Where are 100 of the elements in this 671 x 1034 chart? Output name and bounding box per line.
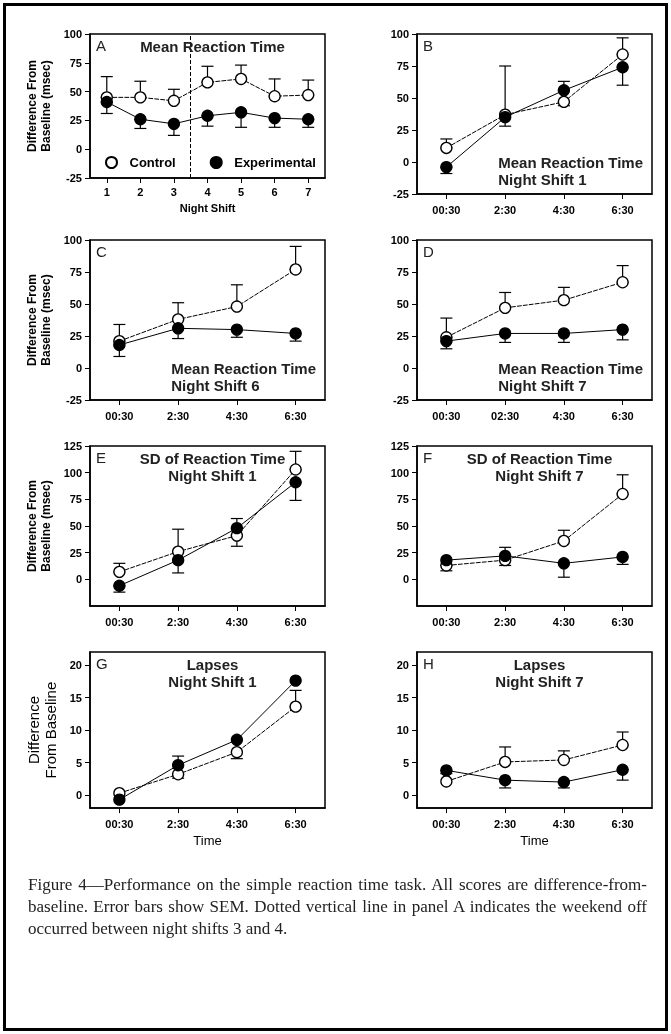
x-tick-label: 4:30 bbox=[552, 203, 575, 216]
text: Night Shift 7 bbox=[495, 673, 584, 690]
y-tick-label: 25 bbox=[69, 546, 82, 559]
y-axis-title: Difference From Baseline (msec) bbox=[24, 479, 53, 573]
x-tick-label: 2:30 bbox=[167, 615, 190, 628]
text: Night Shift 7 bbox=[498, 377, 587, 394]
x-tick-label: 3 bbox=[170, 185, 177, 198]
y-axis-title: Difference From Baseline (msec) bbox=[24, 273, 53, 367]
annotation: F bbox=[423, 449, 433, 466]
text: Mean Reaction Time bbox=[498, 154, 643, 171]
x-tick-label: 6:30 bbox=[611, 203, 634, 216]
y-tick-label: 100 bbox=[390, 28, 409, 40]
annotation: D bbox=[423, 243, 434, 260]
x-tick-label: 5 bbox=[238, 185, 245, 198]
point bbox=[234, 106, 248, 119]
point bbox=[557, 95, 571, 108]
x-tick-label: 00:30 bbox=[105, 615, 134, 628]
point bbox=[440, 775, 453, 788]
point bbox=[440, 764, 453, 777]
y-axis-title: Difference From Baseline bbox=[24, 681, 59, 779]
x-tick-label: 7 bbox=[305, 185, 312, 198]
point bbox=[616, 763, 629, 776]
y-tick-label: 50 bbox=[69, 520, 82, 532]
y-tick-label: 5 bbox=[75, 756, 82, 769]
point bbox=[113, 579, 126, 592]
y-tick-label: 10 bbox=[396, 724, 409, 737]
point bbox=[302, 88, 315, 102]
point bbox=[289, 476, 302, 489]
x-axis-title: Night Shift bbox=[179, 201, 236, 214]
y-tick-label: -25 bbox=[393, 188, 409, 200]
annotation: C bbox=[96, 243, 107, 260]
point bbox=[167, 117, 181, 130]
point bbox=[234, 72, 248, 86]
point bbox=[113, 793, 126, 806]
y-tick-label: 0 bbox=[402, 789, 409, 802]
point bbox=[230, 300, 244, 313]
x-tick-label: 2:30 bbox=[494, 203, 517, 216]
x-tick-label: 00:30 bbox=[432, 817, 461, 830]
x-tick-label: 6:30 bbox=[284, 409, 307, 422]
annotation: E bbox=[96, 449, 107, 466]
annotation: A bbox=[96, 37, 107, 54]
y-tick-label: 50 bbox=[396, 92, 409, 104]
point bbox=[498, 301, 512, 314]
point bbox=[268, 90, 281, 103]
x-axis-title: Time bbox=[520, 833, 549, 848]
y-tick-label: 75 bbox=[69, 266, 82, 278]
point bbox=[440, 141, 453, 155]
x-tick-label: 4:30 bbox=[225, 409, 248, 422]
annotation: H bbox=[423, 655, 434, 672]
x-tick-label: 4:30 bbox=[552, 817, 575, 830]
y-tick-label: 75 bbox=[69, 493, 82, 506]
point bbox=[289, 674, 302, 687]
x-tick-label: 2 bbox=[137, 185, 144, 198]
x-tick-label: 1 bbox=[103, 185, 110, 198]
chart-title: Lapses bbox=[186, 656, 239, 673]
point bbox=[134, 113, 147, 126]
x-tick-label: 2:30 bbox=[167, 409, 190, 422]
y-tick-label: 0 bbox=[402, 573, 409, 586]
point bbox=[134, 91, 147, 104]
x-tick-label: 4:30 bbox=[225, 615, 248, 628]
chart-title: SD of Reaction Time bbox=[466, 450, 613, 467]
y-tick-label: 15 bbox=[69, 691, 82, 704]
point bbox=[616, 276, 629, 289]
y-tick-label: -25 bbox=[66, 394, 82, 406]
y-tick-label: 100 bbox=[390, 466, 409, 479]
x-tick-label: 6 bbox=[271, 185, 278, 198]
x-axis-title: Time bbox=[193, 833, 222, 848]
chart-title: Mean Reaction Time bbox=[140, 38, 285, 55]
x-tick-label: 6:30 bbox=[611, 615, 634, 628]
y-tick-label: 25 bbox=[69, 114, 82, 127]
y-tick-label: 15 bbox=[396, 691, 409, 704]
legend-label: Experimental bbox=[234, 155, 316, 170]
point bbox=[171, 759, 185, 772]
point bbox=[616, 487, 629, 501]
point bbox=[498, 755, 512, 769]
x-tick-label: 2:30 bbox=[494, 817, 517, 830]
x-tick-label: 00:30 bbox=[432, 409, 461, 422]
point bbox=[440, 160, 453, 174]
x-tick-label: 00:30 bbox=[432, 615, 461, 628]
x-tick-label: 6:30 bbox=[284, 817, 307, 830]
point bbox=[440, 553, 453, 567]
point bbox=[498, 327, 512, 340]
y-tick-label: 100 bbox=[390, 234, 409, 246]
y-tick-label: 75 bbox=[396, 266, 409, 278]
point bbox=[616, 323, 629, 336]
y-tick-label: 25 bbox=[396, 124, 409, 136]
y-tick-label: 75 bbox=[69, 56, 82, 69]
y-tick-label: 0 bbox=[75, 789, 82, 802]
text: Mean Reaction Time bbox=[498, 360, 643, 377]
y-tick-label: 0 bbox=[402, 156, 409, 168]
point bbox=[498, 773, 512, 787]
x-tick-label: 6:30 bbox=[284, 615, 307, 628]
text: Night Shift 7 bbox=[495, 467, 584, 484]
point bbox=[100, 95, 113, 109]
y-tick-label: 75 bbox=[396, 493, 409, 506]
y-tick-label: 100 bbox=[63, 234, 82, 246]
text: Mean Reaction Time bbox=[171, 360, 316, 377]
y-tick-label: 50 bbox=[69, 85, 82, 98]
chart-title: Lapses bbox=[513, 656, 566, 673]
y-tick-label: 125 bbox=[390, 440, 409, 452]
